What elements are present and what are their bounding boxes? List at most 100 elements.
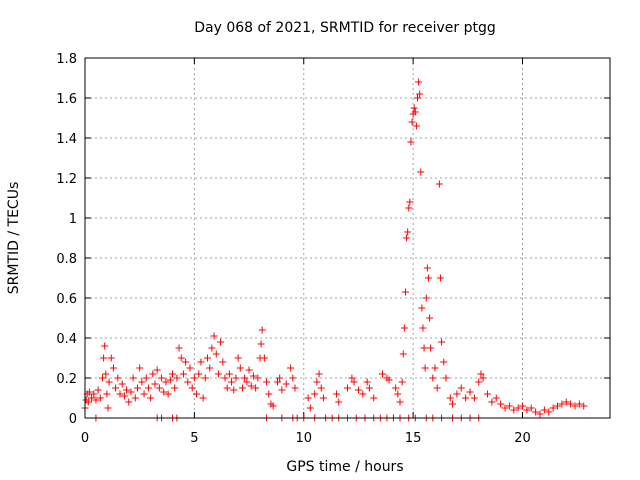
data-point — [179, 370, 187, 378]
x-tick-label: 15 — [405, 431, 422, 446]
grid-layer — [85, 58, 610, 418]
data-point — [193, 390, 201, 398]
data-point — [359, 390, 367, 398]
data-point — [549, 404, 557, 412]
data-point — [523, 406, 531, 414]
data-point — [571, 402, 579, 410]
data-point — [260, 354, 268, 362]
data-point — [457, 384, 465, 392]
data-point — [291, 384, 299, 392]
y-tick-label: 0 — [69, 412, 77, 427]
data-point — [254, 374, 262, 382]
data-point — [90, 390, 98, 398]
data-point — [348, 374, 356, 382]
data-point — [123, 386, 131, 394]
data-point — [536, 410, 544, 418]
data-point — [142, 374, 150, 382]
data-point — [436, 274, 444, 282]
data-point — [401, 288, 409, 296]
data-point — [149, 370, 157, 378]
data-point — [365, 384, 373, 392]
data-point — [406, 198, 414, 206]
y-tick-label: 1 — [69, 212, 77, 227]
data-point — [319, 394, 327, 402]
data-point — [420, 344, 428, 352]
y-tick-label: 0.4 — [56, 332, 77, 347]
data-point — [116, 390, 124, 398]
data-point — [449, 400, 456, 408]
data-point — [94, 386, 102, 394]
tick-layer: 0 0.2 0.4 0.6 0.8 1 1.2 1.4 1.6 1.8 0 5 10 15 20 — [56, 52, 610, 446]
data-point — [289, 374, 297, 382]
chart-title: Day 068 of 2021, SRMTID for receiver ptg… — [194, 20, 496, 36]
data-point — [567, 400, 575, 408]
data-point — [385, 376, 393, 384]
data-point — [405, 204, 413, 212]
data-point — [184, 378, 192, 386]
data-point — [127, 388, 135, 396]
data-point — [287, 364, 295, 372]
data-point — [144, 384, 152, 392]
y-axis-label: SRMTID / TECUs — [6, 182, 22, 295]
data-point — [558, 400, 566, 408]
data-point — [427, 344, 435, 352]
data-point — [407, 138, 415, 146]
data-point — [129, 374, 137, 382]
data-point — [435, 180, 443, 188]
data-point — [484, 390, 491, 398]
data-point — [131, 394, 139, 402]
data-point — [408, 118, 416, 126]
data-point — [276, 374, 284, 382]
data-point — [426, 314, 434, 322]
data-point — [527, 404, 535, 412]
data-point — [232, 374, 240, 382]
data-point — [223, 384, 231, 392]
data-point — [208, 344, 216, 352]
data-point — [84, 398, 92, 406]
data-point — [162, 378, 170, 386]
data-point — [199, 394, 207, 402]
data-point — [195, 370, 203, 378]
data-point — [422, 294, 430, 302]
data-point — [175, 344, 183, 352]
data-point — [519, 402, 526, 410]
data-point — [151, 380, 159, 388]
data-point — [125, 398, 133, 406]
data-point — [225, 370, 233, 378]
data-point — [470, 394, 478, 402]
data-point — [173, 374, 181, 382]
data-point — [153, 366, 161, 374]
data-point — [263, 378, 271, 386]
data-point — [190, 374, 198, 382]
y-tick-label: 1.2 — [56, 172, 77, 187]
data-point — [479, 374, 487, 382]
data-point — [219, 358, 227, 366]
data-point — [462, 394, 470, 402]
data-point — [440, 358, 448, 366]
data-point — [221, 374, 229, 382]
data-point — [554, 402, 561, 410]
data-point — [419, 324, 427, 332]
data-point — [169, 370, 176, 378]
data-point — [497, 400, 505, 408]
data-point — [269, 402, 277, 410]
data-point — [197, 358, 205, 366]
data-point — [580, 402, 588, 410]
data-point — [217, 338, 225, 346]
data-points — [81, 78, 588, 422]
data-point — [214, 370, 222, 378]
data-point — [112, 384, 120, 392]
data-point — [100, 354, 108, 362]
y-tick-label: 1.4 — [56, 132, 77, 147]
data-point — [315, 370, 323, 378]
data-point — [510, 406, 518, 414]
data-point — [118, 380, 126, 388]
data-point — [514, 404, 522, 412]
y-tick-label: 0.2 — [56, 372, 77, 387]
data-point — [282, 380, 290, 388]
data-point — [160, 388, 168, 396]
data-point — [501, 404, 509, 412]
data-point — [379, 370, 386, 378]
data-point — [335, 398, 343, 406]
